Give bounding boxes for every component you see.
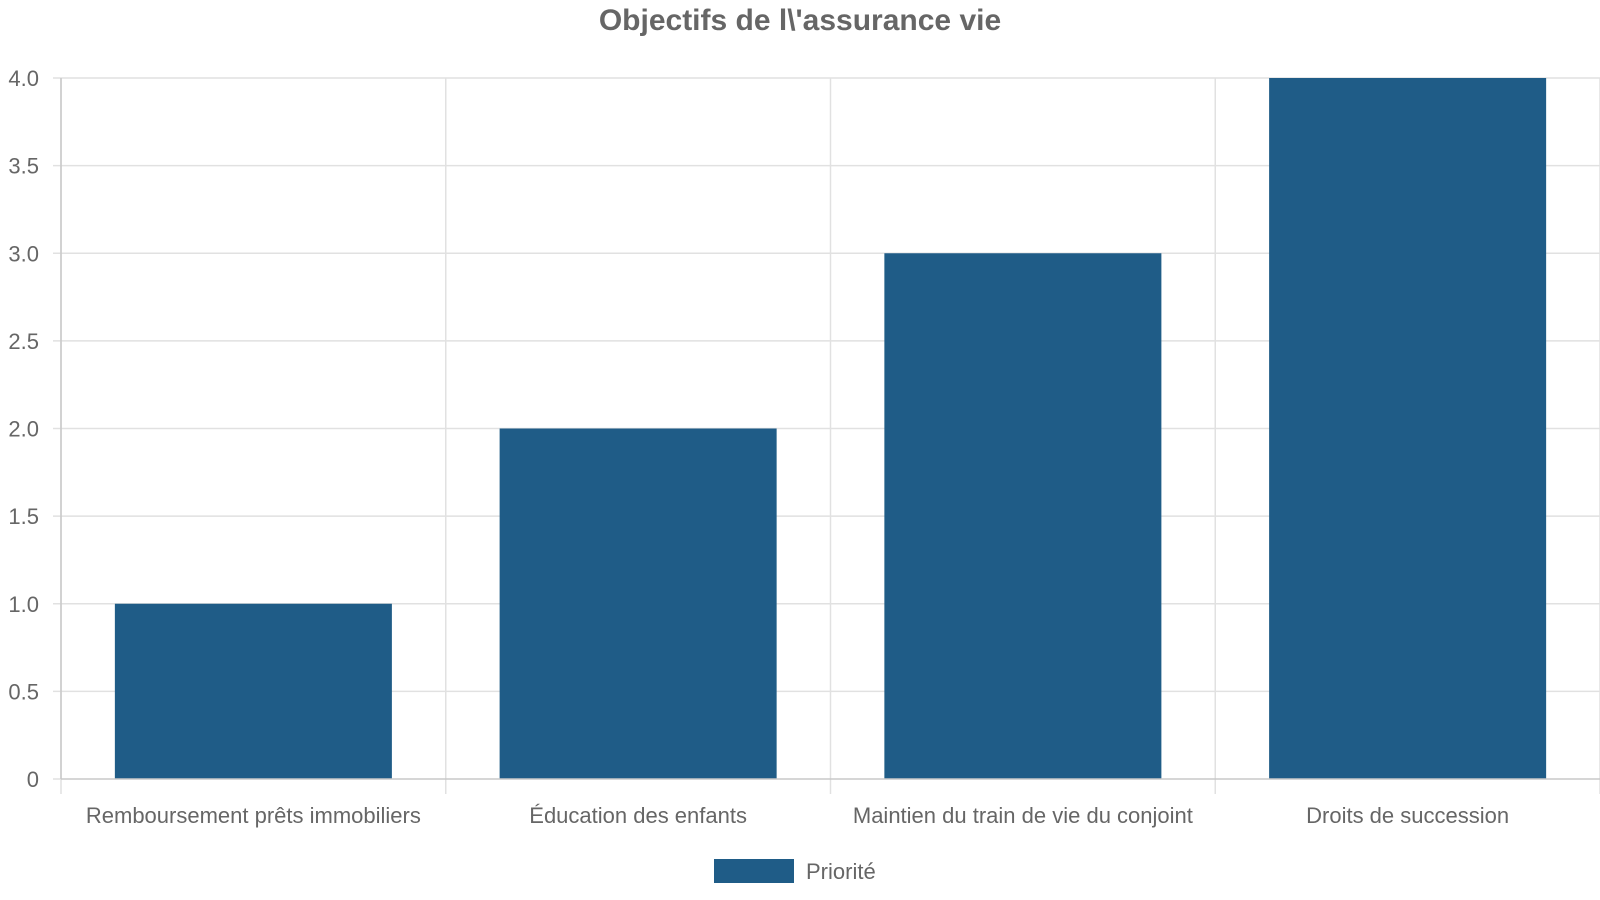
legend-label[interactable]: Priorité xyxy=(806,859,876,884)
y-tick-label: 2.5 xyxy=(8,329,39,354)
y-tick-label: 0.5 xyxy=(8,679,39,704)
y-tick-label: 3.5 xyxy=(8,154,39,179)
bar[interactable] xyxy=(114,603,392,779)
y-tick-label: 1.5 xyxy=(8,504,39,529)
legend[interactable]: Priorité xyxy=(714,859,876,884)
bar[interactable] xyxy=(1269,78,1547,779)
y-tick-label: 3.0 xyxy=(8,241,39,266)
axes xyxy=(60,78,1600,780)
x-tick-label: Éducation des enfants xyxy=(529,803,747,828)
y-tick-label: 2.0 xyxy=(8,417,39,442)
y-tick-label: 4.0 xyxy=(8,66,39,91)
chart-title: Objectifs de l\'assurance vie xyxy=(599,4,1001,37)
x-axis-ticks: Remboursement prêts immobiliers Éducation… xyxy=(86,803,1509,828)
y-tick-label: 1.0 xyxy=(8,592,39,617)
bars xyxy=(114,78,1547,780)
legend-swatch[interactable] xyxy=(714,859,794,883)
x-tick-label: Maintien du train de vie du conjoint xyxy=(853,803,1193,828)
bar[interactable] xyxy=(499,428,777,780)
y-axis-ticks: 0 0.5 1.0 1.5 2.0 2.5 3.0 3.5 4.0 xyxy=(8,66,39,792)
x-tick-label: Remboursement prêts immobiliers xyxy=(86,803,421,828)
x-tick-label: Droits de succession xyxy=(1306,803,1509,828)
bar[interactable] xyxy=(884,253,1162,779)
y-tick-label: 0 xyxy=(27,767,39,792)
